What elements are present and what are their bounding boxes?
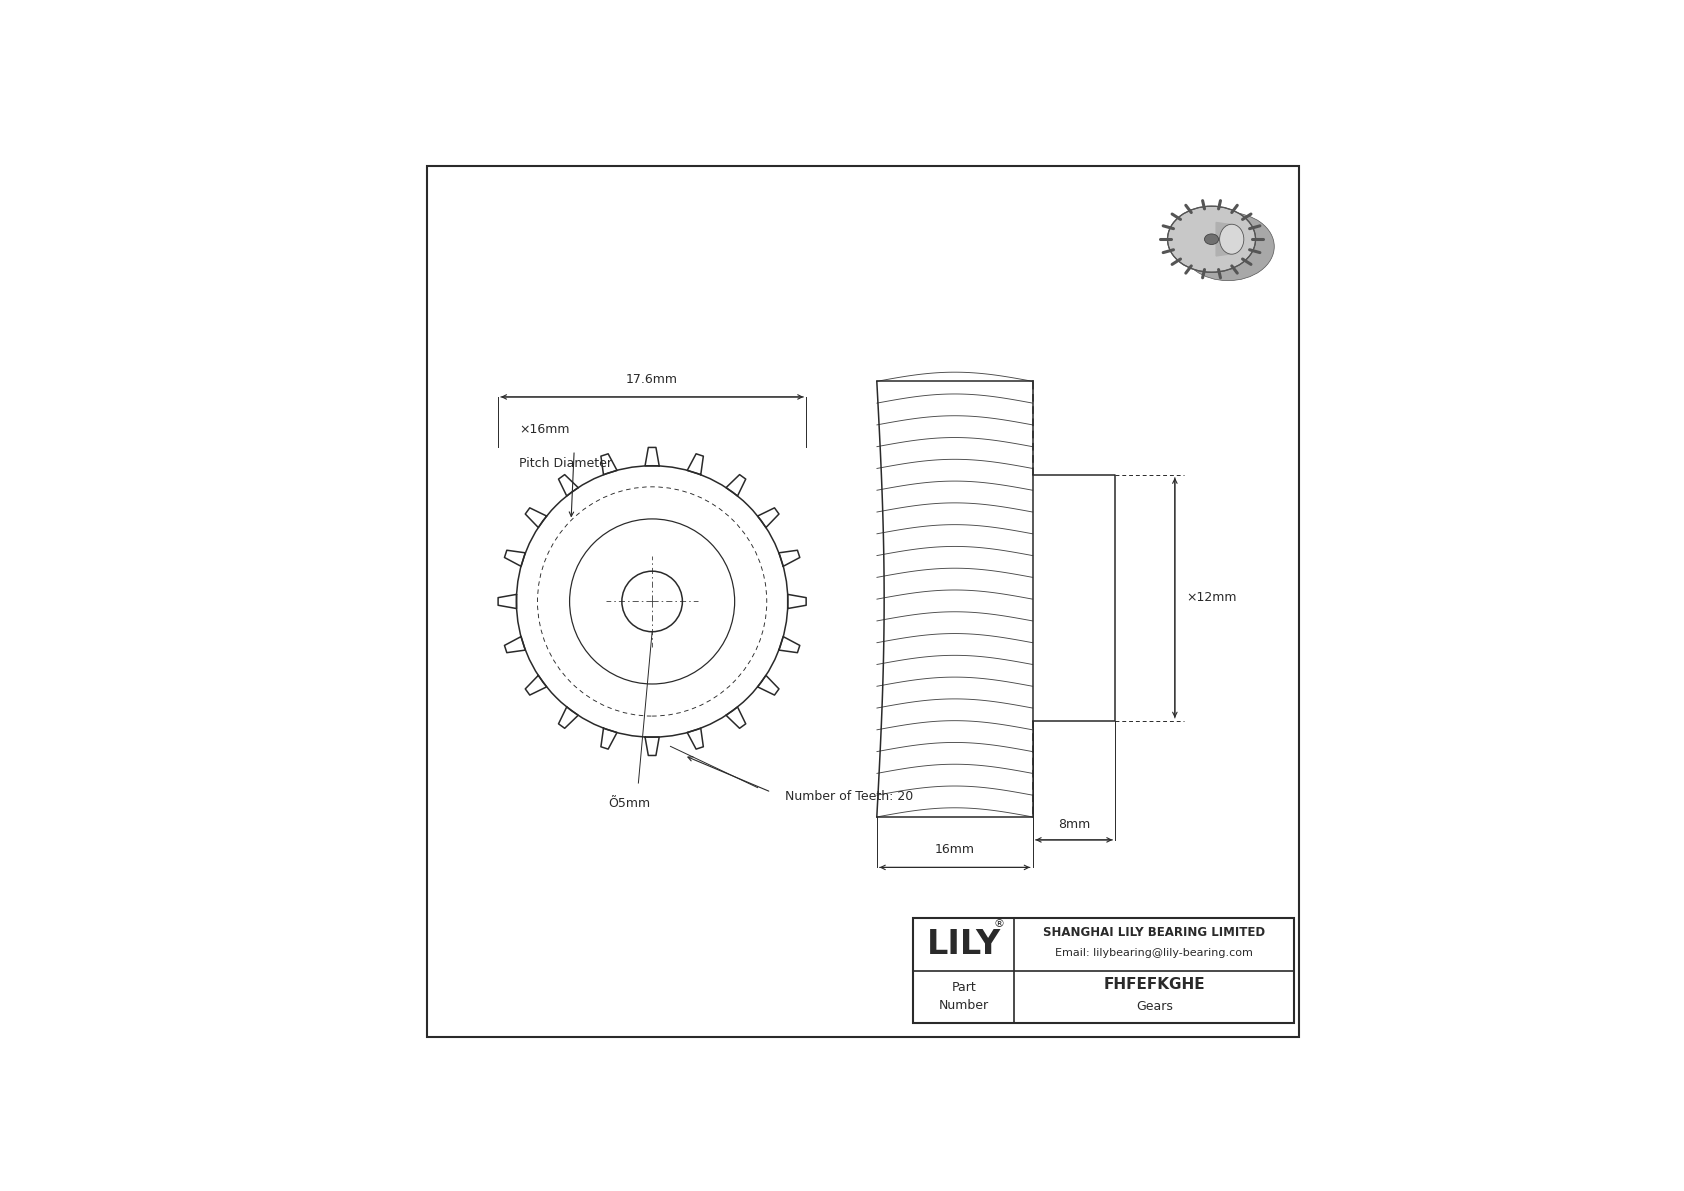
Text: Pitch Diameter: Pitch Diameter	[519, 457, 613, 470]
Text: Õ5mm: Õ5mm	[608, 797, 650, 810]
Text: 16mm: 16mm	[935, 843, 975, 856]
Text: Email: lilybearing@lily-bearing.com: Email: lilybearing@lily-bearing.com	[1056, 948, 1253, 959]
Text: ×12mm: ×12mm	[1186, 591, 1236, 604]
Ellipse shape	[1219, 224, 1244, 254]
Ellipse shape	[1182, 212, 1275, 281]
Ellipse shape	[1167, 206, 1256, 273]
Text: 8mm: 8mm	[1058, 818, 1090, 831]
Text: ×16mm: ×16mm	[519, 423, 569, 436]
Text: Number of Teeth: 20: Number of Teeth: 20	[785, 791, 913, 803]
Text: LILY: LILY	[926, 928, 1000, 961]
Bar	[1032, 475, 1115, 721]
Ellipse shape	[1204, 233, 1219, 244]
Text: SHANGHAI LILY BEARING LIMITED: SHANGHAI LILY BEARING LIMITED	[1042, 925, 1265, 939]
Text: 17.6mm: 17.6mm	[626, 373, 679, 386]
Bar	[913, 918, 1293, 1023]
Text: FHFEFKGHE: FHFEFKGHE	[1103, 977, 1206, 992]
Polygon shape	[1216, 223, 1231, 256]
Text: ®: ®	[994, 919, 1004, 929]
Text: Part
Number: Part Number	[940, 981, 989, 1012]
Text: Gears: Gears	[1135, 999, 1172, 1012]
